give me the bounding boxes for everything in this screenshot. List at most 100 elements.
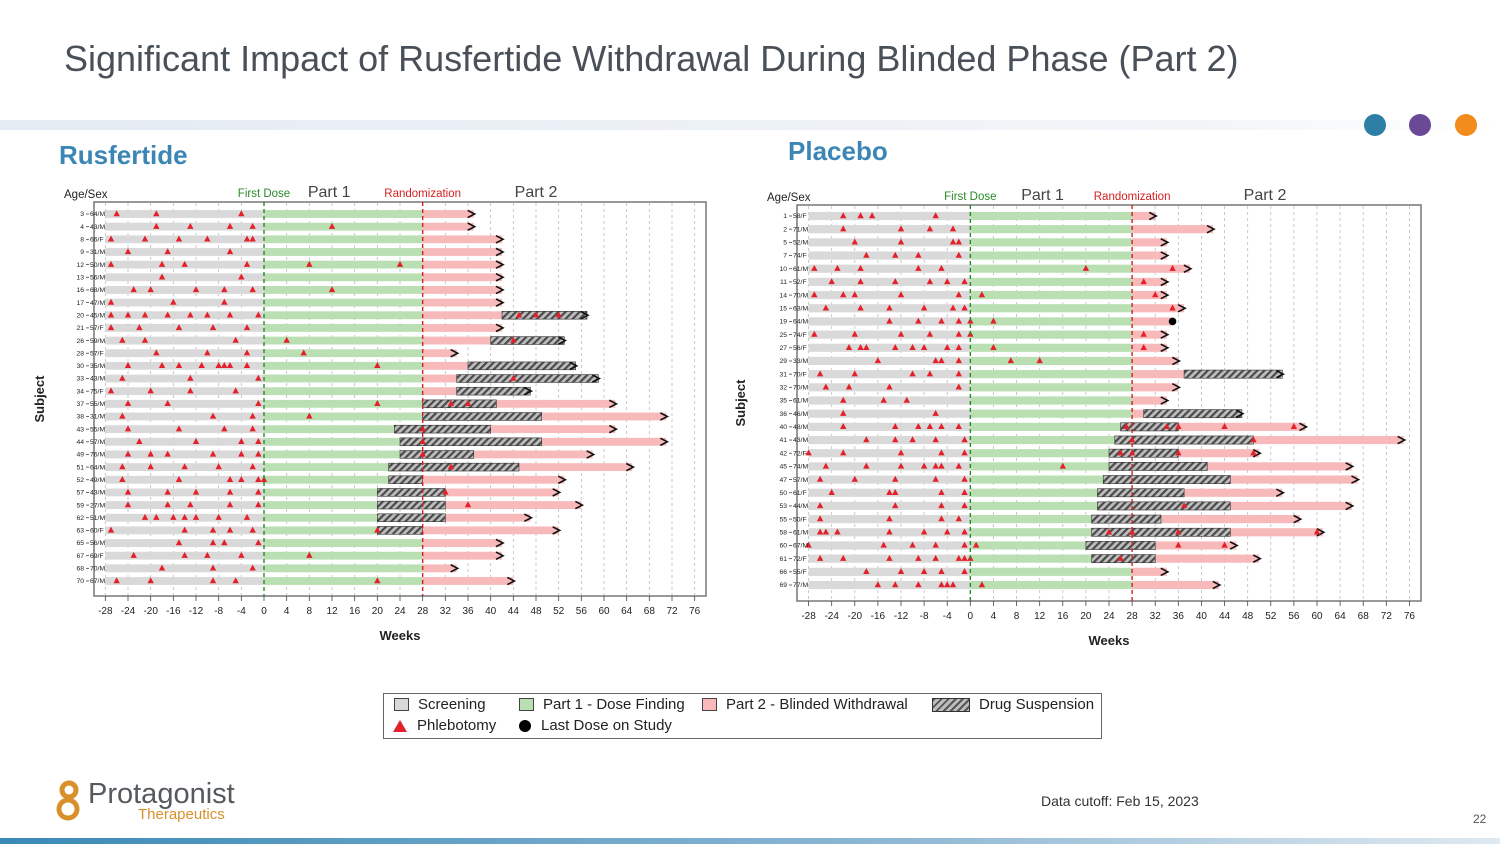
first-dose-label: First Dose	[944, 191, 996, 203]
phlebotomy-marker	[1123, 423, 1130, 430]
subject-id-label: 34	[76, 388, 84, 395]
ongoing-arrow	[659, 412, 670, 421]
phlebotomy-marker	[226, 501, 234, 508]
phlebotomy-marker	[141, 336, 149, 343]
phlebotomy-marker	[124, 450, 132, 457]
phlebotomy-marker	[204, 235, 211, 242]
phlebotomy-marker	[892, 423, 899, 430]
phlebotomy-marker	[113, 577, 120, 584]
subject-id-label: 49	[76, 452, 84, 459]
phlebotomy-marker	[932, 212, 939, 219]
part2-bar	[377, 526, 559, 535]
phlebotomy-marker	[238, 475, 245, 482]
part1-bar	[970, 356, 1133, 366]
part1-bar	[264, 273, 423, 282]
x-tick-label: -4	[237, 606, 246, 617]
part1-bar	[970, 501, 1133, 511]
phlebotomy-marker	[306, 551, 313, 558]
legend-part1-label: Part 1 - Dose Finding	[543, 696, 685, 713]
phlebotomy-marker	[255, 450, 262, 457]
x-tick-label: 16	[349, 606, 361, 617]
subject-id-label: 1	[783, 213, 787, 220]
screening-bar	[105, 450, 264, 459]
phlebotomy-marker	[840, 212, 847, 219]
subject-id-label: 65	[76, 540, 84, 547]
part1-bar	[264, 450, 400, 459]
phlebotomy-marker	[124, 311, 132, 318]
placebo-swimmer-chart: 1 58/F 2 71/M 5 52/M 7 74/F 10 61/M 11 52/F 14 70/M 15…	[733, 187, 1422, 648]
part1-bar	[264, 425, 395, 434]
phlebotomy-marker	[892, 278, 899, 285]
subject-id-label: 2	[783, 226, 787, 233]
phlebotomy-marker	[886, 383, 893, 390]
phlebotomy-marker	[903, 396, 910, 403]
age-sex-label: 43/M	[90, 490, 105, 497]
footer-band	[0, 838, 1500, 844]
phlebotomy-marker	[805, 449, 812, 456]
phlebotomy-marker	[215, 362, 222, 369]
subject-row-49: 49 76/M	[76, 450, 596, 459]
screening-bar	[808, 449, 971, 458]
phlebotomy-marker	[863, 343, 870, 350]
drug-suspension-bar	[1108, 462, 1208, 471]
phlebotomy-marker	[255, 437, 262, 444]
part2-bar	[400, 450, 593, 459]
age-sex-label: 64/M	[793, 319, 808, 326]
phlebotomy-marker	[226, 488, 234, 495]
age-sex-label: 60/F	[90, 528, 104, 535]
chart-legend: Screening Part 1 - Dose Finding Part 2 -…	[383, 693, 1102, 739]
phlebotomy-marker	[153, 513, 160, 520]
screening-bar	[105, 336, 264, 345]
phlebotomy-marker	[955, 462, 962, 469]
phlebotomy-marker	[961, 541, 968, 548]
phlebotomy-marker	[886, 317, 893, 324]
age-sex-label: 75/F	[90, 388, 104, 395]
phlebotomy-marker	[932, 554, 939, 561]
part1-bar	[970, 435, 1133, 445]
x-tick-label: 40	[1196, 611, 1208, 622]
phlebotomy-marker	[863, 462, 870, 469]
part2-bar	[1132, 356, 1179, 366]
screening-bar	[808, 541, 971, 550]
subject-id-label: 59	[76, 502, 84, 509]
age-sex-label: 47/M	[90, 300, 105, 307]
age-sex-label: 55/M	[90, 426, 105, 433]
x-tick-label: 36	[462, 606, 474, 617]
screening-bar	[105, 361, 264, 370]
part2-bar	[377, 513, 531, 522]
ongoing-arrow	[1183, 264, 1193, 274]
phlebotomy-marker	[306, 260, 313, 267]
subject-row-25: 25 74/F	[779, 330, 1170, 339]
screening-bar	[808, 211, 971, 221]
drug-suspension-bar	[1120, 422, 1179, 432]
phlebotomy-marker	[938, 502, 945, 509]
part2-bar	[1132, 238, 1167, 247]
part2-bar	[422, 412, 667, 421]
phlebotomy-marker	[158, 564, 166, 571]
legend-screening-label: Screening	[418, 696, 486, 713]
phlebotomy-marker	[857, 304, 864, 311]
x-tick-label: 32	[440, 606, 452, 617]
age-sex-label: 57/M	[90, 439, 105, 446]
phlebotomy-marker	[204, 551, 211, 558]
x-tick-label: 8	[307, 606, 313, 617]
part2-bar	[394, 425, 616, 434]
phlebotomy-marker	[874, 357, 882, 364]
drug-suspension-bar	[1102, 475, 1231, 484]
drug-suspension-bar	[388, 475, 423, 484]
age-sex-label: 64/M	[90, 211, 105, 218]
phlebotomy-marker	[153, 349, 160, 356]
ongoing-arrow	[506, 576, 517, 586]
drug-suspension-bar	[1114, 435, 1254, 445]
subject-id-label: 36	[779, 411, 787, 418]
subject-row-67: 67 69/F	[76, 551, 505, 561]
ongoing-arrow	[495, 538, 505, 548]
phlebotomy-marker	[915, 317, 922, 324]
phlebotomy-marker	[1175, 528, 1182, 535]
part2-bar	[1132, 264, 1190, 273]
slide-title: Significant Impact of Rusfertide Withdra…	[64, 38, 1239, 79]
subject-row-44: 44 57/M	[76, 437, 670, 447]
phlebotomy-marker	[221, 425, 228, 432]
part1-bar	[264, 222, 423, 231]
phlebotomy-marker	[868, 212, 876, 219]
